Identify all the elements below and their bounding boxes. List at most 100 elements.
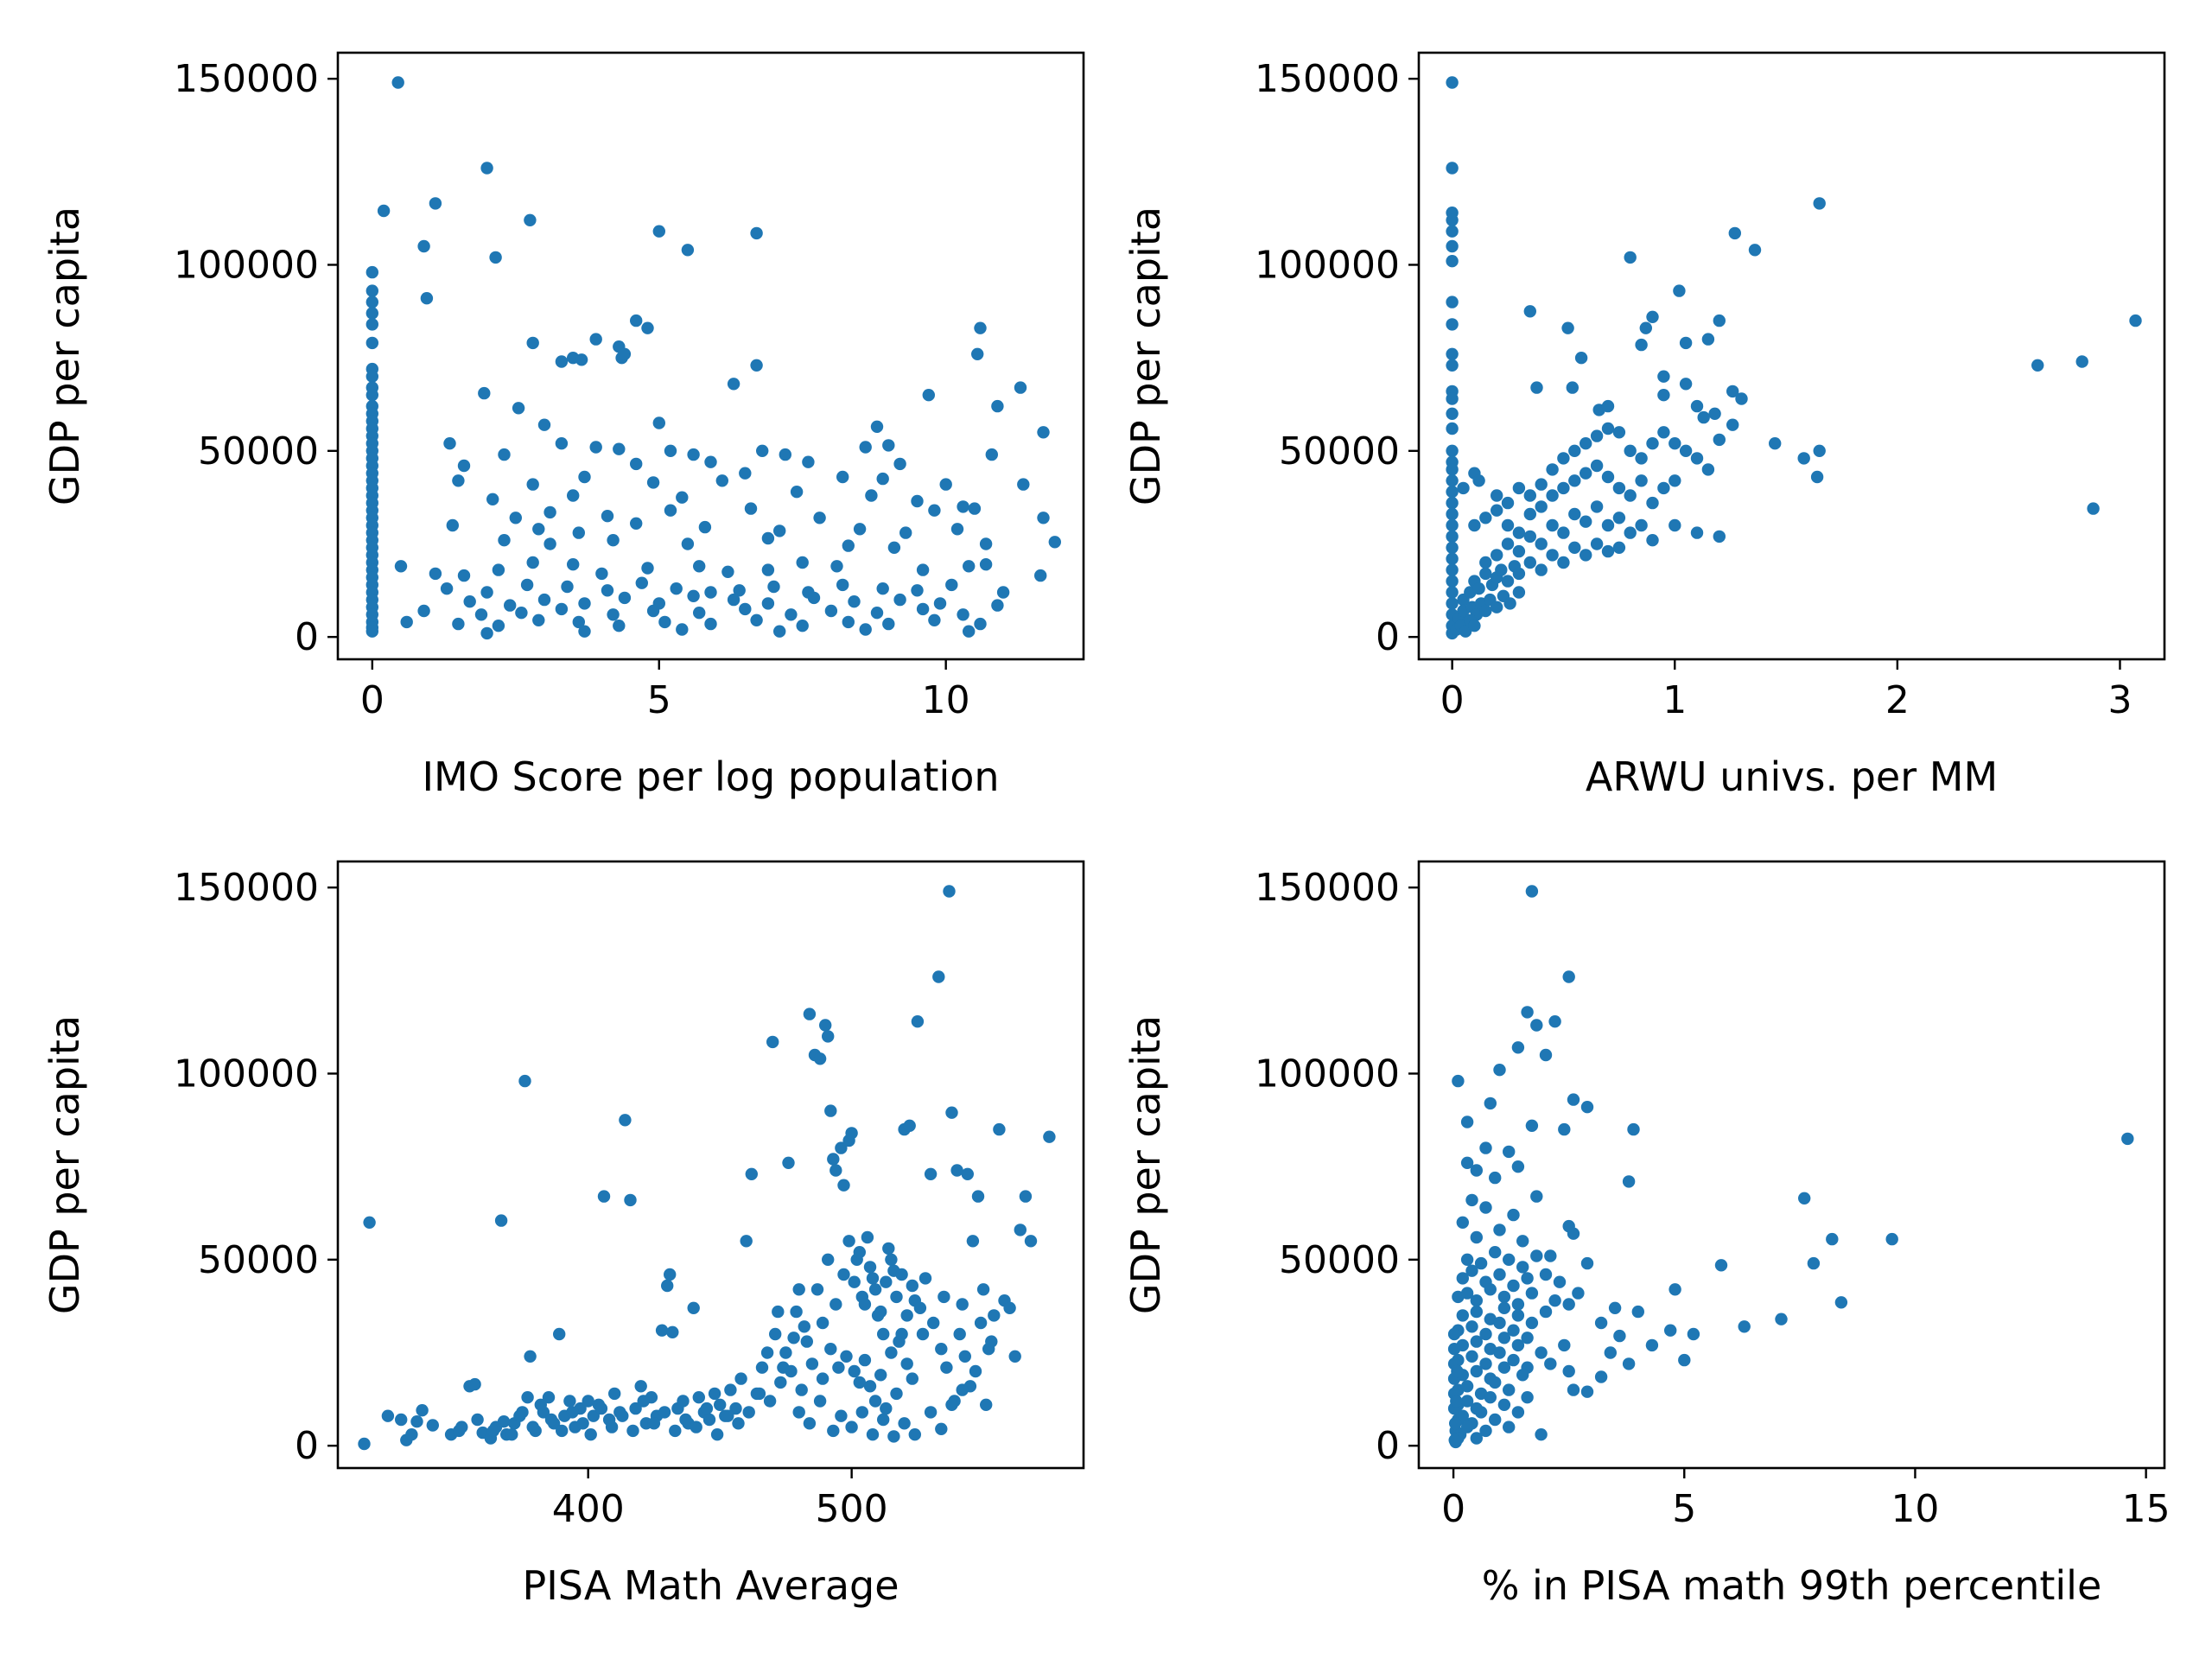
data-point	[676, 491, 689, 504]
data-point	[756, 444, 769, 457]
data-point	[681, 537, 695, 550]
data-point	[1567, 1383, 1580, 1396]
data-point	[416, 1404, 429, 1417]
data-point	[1624, 251, 1637, 264]
data-point	[1479, 1201, 1492, 1214]
data-point	[763, 1395, 777, 1408]
data-point	[945, 578, 958, 592]
data-point	[704, 586, 717, 599]
data-point	[1512, 481, 1526, 495]
data-point	[1503, 597, 1516, 610]
data-point	[1568, 444, 1581, 457]
data-point	[813, 512, 826, 524]
y-axis-label: GDP per capita	[41, 207, 88, 505]
data-point	[1446, 392, 1459, 405]
data-point	[865, 489, 878, 502]
x-tick-label: 3	[2107, 678, 2132, 722]
data-point	[542, 1391, 556, 1404]
data-point	[486, 1424, 500, 1438]
data-point	[1446, 296, 1459, 308]
data-point	[613, 442, 626, 455]
data-point	[1714, 1259, 1728, 1272]
data-point	[714, 1398, 727, 1412]
data-point	[830, 1164, 842, 1177]
data-point	[1530, 1019, 1543, 1032]
data-point	[1446, 530, 1459, 543]
data-point	[1775, 1313, 1788, 1325]
data-point	[664, 444, 677, 457]
data-point	[463, 595, 476, 608]
x-tick-label: 5	[1672, 1487, 1696, 1531]
data-point	[704, 617, 717, 631]
data-point	[916, 1327, 930, 1341]
data-point	[1459, 625, 1472, 638]
data-point	[845, 1421, 858, 1433]
scatter-points	[1447, 885, 2134, 1449]
data-point	[1558, 1122, 1571, 1136]
data-point	[785, 1364, 798, 1378]
data-point	[1669, 437, 1681, 450]
data-point	[943, 885, 956, 898]
data-point	[890, 1290, 903, 1304]
data-point	[1450, 1395, 1463, 1408]
data-point	[1507, 1353, 1520, 1367]
data-point	[1568, 541, 1581, 554]
data-point	[724, 1383, 737, 1396]
data-point	[524, 1350, 537, 1363]
data-point	[1491, 549, 1503, 562]
data-point	[646, 604, 660, 618]
chart-pisa-math-average: 400 500 0 50000 100000 150000 PISA Math Averag…	[41, 860, 1085, 1609]
x-axis-label: PISA Math Average	[522, 1562, 899, 1609]
data-point	[1813, 197, 1826, 210]
data-point	[853, 1246, 866, 1259]
data-point	[576, 1417, 589, 1430]
data-point	[1580, 1256, 1594, 1270]
data-point	[452, 474, 465, 487]
data-point	[795, 1383, 808, 1396]
data-point	[1008, 1350, 1021, 1363]
data-point	[745, 1167, 758, 1181]
data-point	[816, 1372, 830, 1385]
data-point	[750, 359, 763, 372]
data-point	[1470, 1294, 1484, 1307]
data-point	[1446, 213, 1459, 226]
data-point	[1024, 1235, 1038, 1248]
data-point	[1043, 1130, 1056, 1143]
data-point	[1523, 530, 1537, 543]
data-point	[555, 437, 569, 450]
data-point	[543, 537, 556, 550]
y-axis-label: GDP per capita	[1122, 1015, 1169, 1314]
data-point	[1446, 225, 1459, 238]
data-point	[1728, 226, 1742, 240]
data-point	[1491, 489, 1503, 502]
data-point	[1037, 426, 1050, 439]
data-point	[601, 584, 614, 597]
data-point	[455, 1421, 468, 1433]
y-tick-label: 0	[295, 1424, 319, 1468]
data-point	[750, 613, 763, 626]
data-point	[715, 474, 728, 487]
data-point	[1646, 496, 1659, 510]
data-point	[1493, 1064, 1506, 1077]
data-point	[1580, 549, 1592, 562]
data-point	[646, 476, 660, 489]
data-point	[1489, 1171, 1502, 1185]
data-point	[1493, 1316, 1506, 1330]
plot-frame	[1417, 51, 2166, 661]
data-point	[1479, 1141, 1492, 1154]
data-point	[1474, 1256, 1488, 1270]
data-point	[1678, 1353, 1691, 1367]
data-point	[486, 493, 499, 505]
data-point	[626, 1424, 639, 1438]
data-point	[996, 586, 1010, 599]
data-point	[1446, 162, 1459, 175]
data-point	[1769, 437, 1782, 450]
data-point	[880, 1275, 893, 1288]
data-point	[365, 296, 378, 308]
data-point	[1511, 1041, 1525, 1054]
data-point	[1511, 1298, 1525, 1311]
data-point	[1580, 1101, 1594, 1114]
data-point	[1612, 512, 1626, 524]
data-point	[898, 1417, 911, 1430]
data-point	[1507, 1208, 1520, 1222]
